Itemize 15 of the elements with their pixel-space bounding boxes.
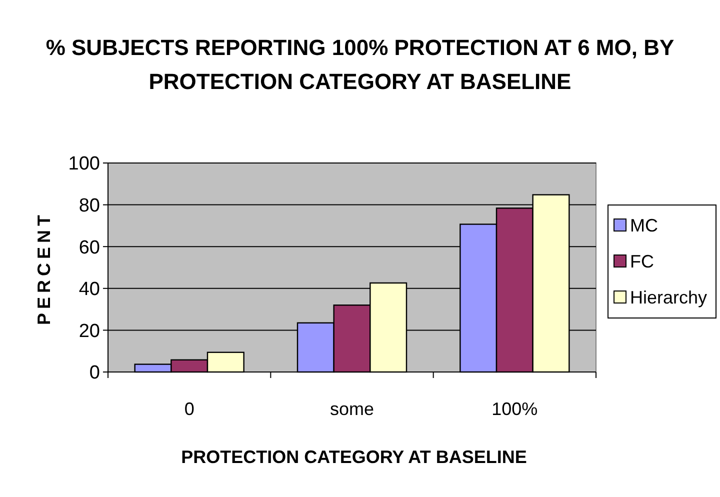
y-tick-label: 80 [78, 195, 100, 216]
legend-label: FC [630, 251, 654, 272]
y-axis-title: PERCENT [34, 210, 54, 326]
x-tick-label: 0 [184, 399, 194, 419]
chart-title: % SUBJECTS REPORTING 100% PROTECTION AT 6 MO, BY PROTECTION CATEGORY AT BASELINE [46, 35, 674, 94]
x-tick-label: some [330, 399, 374, 419]
x-tick-label: 100% [492, 399, 538, 419]
y-tick-label: 100 [68, 154, 100, 175]
y-tick-label: 40 [78, 279, 100, 300]
legend-label: MC [630, 215, 658, 236]
legend-label: Hierarchy [630, 287, 708, 308]
y-tick-label: 0 [89, 362, 100, 384]
x-axis-title: PROTECTION CATEGORY AT BASELINE [181, 447, 527, 467]
y-tick-label: 20 [78, 320, 100, 342]
y-tick-label: 60 [78, 237, 100, 258]
